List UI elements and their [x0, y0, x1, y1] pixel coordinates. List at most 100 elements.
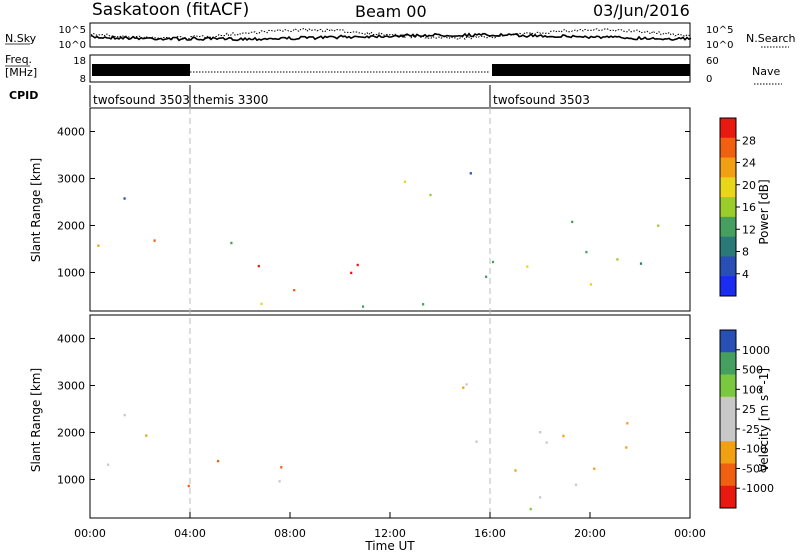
velocity-y-axis: 1000 2000 3000 4000: [57, 332, 690, 486]
freq-left-tick-bottom: 8: [80, 74, 86, 85]
heat-cell: [123, 413, 126, 417]
heat-cell: [97, 244, 100, 247]
heat-cell: [123, 197, 126, 200]
velocity-panel: 1000 2000 3000 4000 Slant Range [km]: [29, 314, 691, 519]
heat-cell: [625, 446, 628, 449]
x-tick-label: 08:00: [274, 527, 306, 540]
freq-left-tick-top: 18: [73, 56, 86, 67]
heat-cell: [475, 440, 478, 443]
colorbar-frame: [719, 329, 737, 509]
power-panel-frame: [89, 107, 691, 312]
noise-right-tick-top: 10^5: [706, 25, 733, 36]
power-y-axis-label: Slant Range [km]: [29, 158, 43, 262]
colorbar-swatch: [720, 463, 736, 487]
heat-cell: [514, 469, 517, 472]
colorbar-swatch: [720, 485, 736, 509]
x-tick-label: 04:00: [174, 527, 206, 540]
noise-right-tick-bottom: 10^0: [706, 40, 733, 51]
heat-cell: [145, 434, 148, 437]
heat-cell: [469, 172, 472, 175]
colorbar-tick-label: -500: [742, 462, 767, 475]
station-title: Saskatoon (fitACF): [92, 0, 249, 20]
heat-cell: [529, 507, 532, 511]
y-tick-label: 4000: [57, 125, 85, 138]
time-x-axis: 00:00 04:00 08:00 12:00 16:00 20:00 00:00: [74, 512, 706, 540]
heat-cell: [260, 302, 263, 306]
heat-cell: [278, 480, 281, 483]
heat-cell: [462, 386, 465, 389]
colorbar-tick-label: 8: [742, 246, 749, 259]
y-tick-label: 3000: [57, 379, 85, 392]
cpid-segment-1: themis 3300: [193, 93, 268, 107]
y-tick-label: 1000: [57, 266, 85, 279]
heat-cell: [657, 224, 660, 227]
colorbar-tick-label: 24: [742, 157, 756, 170]
heat-cell: [422, 303, 425, 306]
cpid-segment-0: twofsound 3503: [93, 93, 190, 107]
colorbar-swatch: [720, 352, 736, 375]
heat-cell: [361, 305, 365, 308]
colorbar-tick-label: 20: [742, 179, 756, 192]
heat-cell: [626, 422, 629, 425]
colorbar-swatch: [720, 236, 736, 257]
power-heatmap: [97, 172, 660, 308]
colorbar-tick-label: 500: [742, 364, 763, 377]
colorbar-tick-label: 16: [742, 201, 756, 214]
colorbar-tick-label: 25: [742, 403, 756, 416]
heat-cell: [485, 275, 488, 278]
velocity-heatmap: [107, 383, 629, 511]
colorbar-swatch: [720, 330, 736, 353]
heat-cell: [257, 264, 260, 268]
heat-cell: [356, 263, 359, 267]
heat-cell: [230, 241, 233, 245]
colorbar-swatch: [720, 441, 736, 464]
beam-label: Beam 00: [355, 2, 427, 21]
heat-cell: [589, 283, 592, 286]
cpid-panel: CPID twofsound 3503 themis 3300 twofsound …: [9, 85, 590, 107]
x-tick-label: 16:00: [474, 527, 506, 540]
velocity-colorbar: 1000 500 100 25 -25 -100 -500 -1000: [719, 329, 774, 509]
heat-cell: [465, 383, 468, 386]
y-tick-label: 4000: [57, 332, 85, 345]
noise-panel-frame: [89, 22, 691, 48]
heat-cell: [545, 441, 548, 444]
heat-cell: [562, 434, 565, 438]
heat-cell: [491, 260, 495, 264]
y-tick-label: 2000: [57, 426, 85, 439]
colorbar-swatch: [720, 137, 736, 159]
colorbar-swatch: [720, 419, 736, 442]
x-tick-label: 00:00: [674, 527, 706, 540]
colorbar-swatch: [720, 256, 736, 277]
colorbar-swatch: [720, 197, 736, 218]
velocity-colorbar-label: Velocity [m s^-1]: [757, 368, 771, 472]
heat-cell: [217, 459, 220, 463]
colorbar-tick-label: -25: [742, 423, 760, 436]
velocity-panel-frame: [89, 314, 691, 519]
heat-cell: [187, 484, 190, 488]
cpid-segment-2: twofsound 3503: [493, 93, 590, 107]
heat-cell: [350, 271, 353, 275]
colorbar-tick-label: -1000: [742, 482, 774, 495]
y-tick-label: 1000: [57, 473, 85, 486]
heat-cell: [539, 496, 542, 499]
heat-cell: [574, 483, 578, 486]
nave-right-tick-top: 60: [706, 56, 719, 67]
nave-right-tick-bottom: 0: [706, 74, 712, 85]
nave-right-label: Nave: [752, 65, 780, 78]
power-panel: 1000 2000 3000 4000 Slant Range [km]: [29, 107, 691, 312]
heat-cell: [539, 431, 542, 434]
noise-left-tick-bottom: 10^0: [59, 40, 86, 51]
heat-cell: [571, 220, 574, 224]
freq-panel: Freq. [MHz] 18 8 60 0 Nave: [5, 53, 782, 85]
power-colorbar: 28 24 20 16 12 8 4: [719, 117, 756, 297]
date-label: 03/Jun/2016: [593, 1, 690, 20]
freq-left-label-2: [MHz]: [5, 66, 37, 79]
colorbar-swatch: [720, 216, 736, 238]
freq-bar-segment-2: [492, 64, 690, 76]
colorbar-tick-label: 12: [742, 223, 756, 236]
x-axis-label: Time UT: [364, 539, 415, 553]
noise-right-label: N.Search: [746, 32, 796, 45]
freq-bar-segment-1: [92, 64, 190, 76]
noise-left-label: N.Sky: [5, 32, 37, 45]
